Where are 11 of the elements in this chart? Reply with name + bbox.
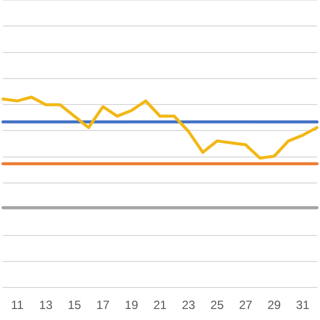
x-tick-label: 29 <box>268 298 282 312</box>
x-tick-label: 13 <box>39 298 53 312</box>
x-tick-label: 17 <box>96 298 110 312</box>
x-tick-label: 25 <box>210 298 224 312</box>
x-tick-label: 23 <box>182 298 196 312</box>
x-tick-label: 19 <box>124 298 138 312</box>
x-tick-label: 11 <box>11 298 24 312</box>
x-tick-label: 31 <box>296 298 310 312</box>
x-tick-label: 15 <box>68 298 82 312</box>
x-tick-label: 21 <box>153 298 167 312</box>
x-tick-label: 27 <box>238 298 253 312</box>
